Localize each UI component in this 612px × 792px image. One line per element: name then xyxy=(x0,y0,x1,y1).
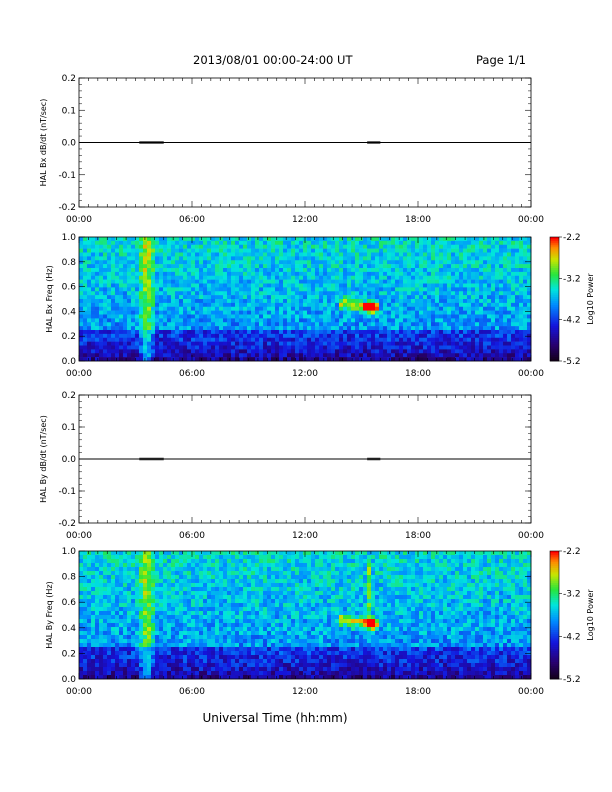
activity-burst xyxy=(139,141,164,144)
y-tick-label: -0.1 xyxy=(58,487,76,497)
y-tick-label: 0.4 xyxy=(62,624,77,634)
page-title: 2013/08/01 00:00-24:00 UT xyxy=(193,53,353,67)
x-tick-label: 00:00 xyxy=(66,531,92,541)
y-tick-label: 0.0 xyxy=(62,357,77,367)
x-tick-label: 18:00 xyxy=(405,215,431,225)
x-tick-label: 06:00 xyxy=(179,215,205,225)
colorbar: -2.2 -3.2 -4.2 -5.2 Log10 Power xyxy=(549,547,595,685)
activity-burst xyxy=(139,457,164,461)
y-tick-label: 0.6 xyxy=(62,598,77,608)
x-axis-title: Universal Time (hh:mm) xyxy=(202,711,347,725)
y-tick-label: 0.1 xyxy=(62,423,76,433)
y-tick-label: 0.2 xyxy=(62,332,76,342)
x-tick-label: 06:00 xyxy=(179,687,205,697)
x-tick-label: 12:00 xyxy=(292,531,318,541)
timeseries-panel-3: 0.2 0.1 0.0 -0.1 -0.2 HAL By dB/dt (nT/sec) xyxy=(39,391,532,529)
y-tick-label: 0.0 xyxy=(62,139,77,149)
timeseries-panel-1: 0.2 0.1 0.0 -0.1 -0.2 HAL Bx dB/dt (nT/sec) xyxy=(39,74,532,213)
colorbar-tick-label: -2.2 xyxy=(563,547,581,557)
x-axis-1: 00:00 06:00 12:00 18:00 00:00 xyxy=(66,78,544,225)
x-tick-label: 00:00 xyxy=(518,369,544,379)
y-axis-label: HAL Bx Freq (Hz) xyxy=(45,265,54,332)
colorbar-tick-label: -5.2 xyxy=(563,675,581,685)
y-tick-label: 0.1 xyxy=(62,106,76,116)
y-axis-label: HAL By dB/dt (nT/sec) xyxy=(39,415,48,503)
x-axis-2: 00:00 06:00 12:00 18:00 00:00 xyxy=(66,237,544,379)
colorbar-tick-label: -3.2 xyxy=(563,274,581,284)
y-tick-label: 0.2 xyxy=(62,391,76,401)
x-tick-label: 12:00 xyxy=(292,687,318,697)
activity-burst xyxy=(367,457,381,461)
x-tick-label: 00:00 xyxy=(518,687,544,697)
y-tick-label: 0.2 xyxy=(62,649,76,659)
y-tick-label: -0.2 xyxy=(58,519,76,529)
y-tick-label: 1.0 xyxy=(62,233,77,243)
x-tick-label: 18:00 xyxy=(405,687,431,697)
y-tick-label: -0.2 xyxy=(58,203,76,213)
y-tick-label: 0.4 xyxy=(62,307,77,317)
spectrogram-panel-4: 1.0 0.8 0.6 0.4 0.2 0.0 HAL By Freq (Hz) xyxy=(45,547,532,685)
y-tick-label: 0.0 xyxy=(62,455,77,465)
colorbar-label: Log10 Power xyxy=(586,589,595,641)
y-tick-label: 0.8 xyxy=(62,258,77,268)
x-tick-label: 18:00 xyxy=(405,369,431,379)
x-axis-3: 00:00 06:00 12:00 18:00 00:00 xyxy=(66,395,544,541)
x-tick-label: 12:00 xyxy=(292,215,318,225)
y-tick-label: 0.2 xyxy=(62,74,76,84)
x-tick-label: 06:00 xyxy=(179,531,205,541)
x-tick-label: 00:00 xyxy=(518,531,544,541)
y-axis-label: HAL Bx dB/dt (nT/sec) xyxy=(39,99,48,187)
activity-burst xyxy=(367,141,381,144)
x-tick-label: 18:00 xyxy=(405,531,431,541)
colorbar-tick-label: -4.2 xyxy=(563,632,581,642)
y-tick-label: 0.0 xyxy=(62,675,77,685)
x-tick-label: 00:00 xyxy=(66,687,92,697)
colorbar: -2.2 -3.2 -4.2 -5.2 Log10 Power xyxy=(549,233,595,367)
page-number: Page 1/1 xyxy=(476,53,527,67)
x-tick-label: 06:00 xyxy=(179,369,205,379)
colorbar-tick-label: -5.2 xyxy=(563,357,581,367)
y-tick-label: 0.8 xyxy=(62,573,77,583)
colorbar-tick-label: -4.2 xyxy=(563,316,581,326)
colorbar-tick-label: -2.2 xyxy=(563,233,581,243)
y-axis-label: HAL By Freq (Hz) xyxy=(45,581,54,648)
colorbar-tick-label: -3.2 xyxy=(563,590,581,600)
y-tick-label: 1.0 xyxy=(62,547,77,557)
x-tick-label: 00:00 xyxy=(66,215,92,225)
x-tick-label: 12:00 xyxy=(292,369,318,379)
colorbar-label: Log10 Power xyxy=(586,273,595,325)
x-axis-4: 00:00 06:00 12:00 18:00 00:00 xyxy=(66,551,544,697)
y-tick-label: 0.6 xyxy=(62,283,77,293)
spectrogram-panel-2: 1.0 0.8 0.6 0.4 0.2 0.0 HAL Bx Freq (Hz) xyxy=(45,233,532,367)
y-tick-label: -0.1 xyxy=(58,171,76,181)
x-tick-label: 00:00 xyxy=(518,215,544,225)
x-tick-label: 00:00 xyxy=(66,369,92,379)
